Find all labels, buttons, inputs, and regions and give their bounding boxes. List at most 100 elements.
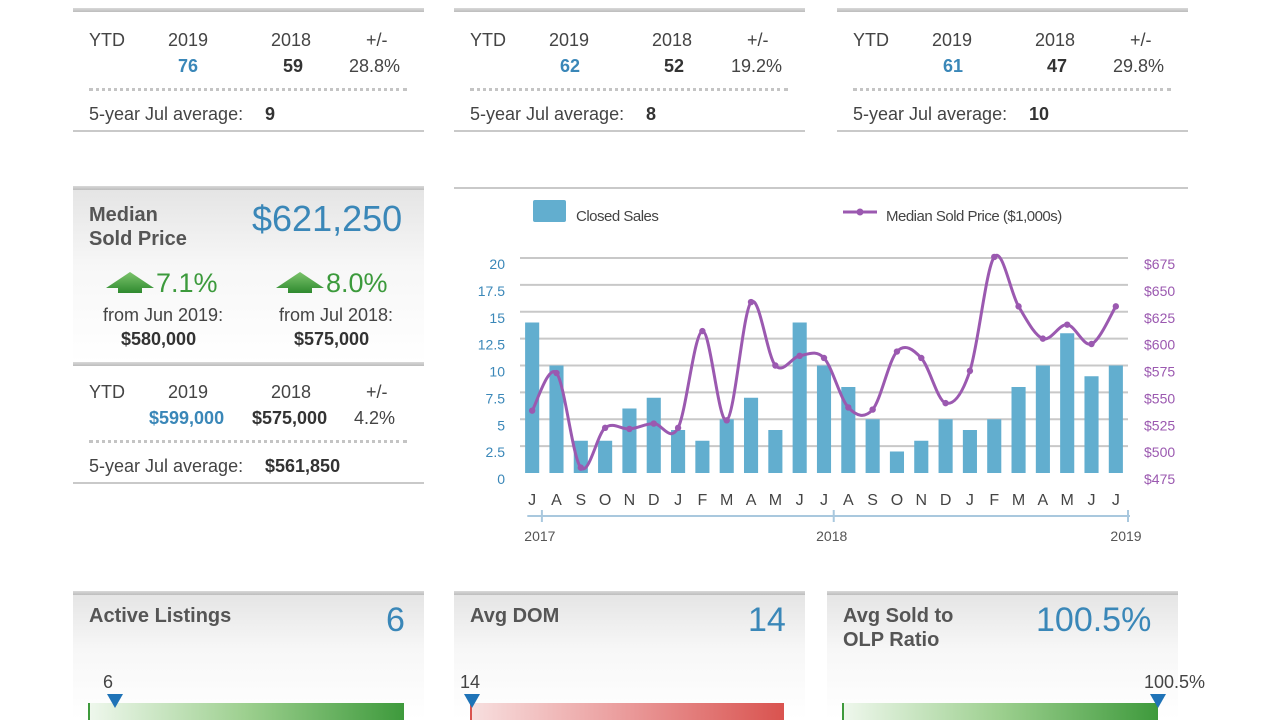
closed-sales-bar: [1035, 365, 1050, 473]
median-price-point: [845, 404, 852, 411]
median-title-line1: Median: [89, 204, 158, 226]
month-label: S: [867, 492, 878, 509]
median-price-point: [893, 348, 901, 355]
card-value: 14: [748, 601, 786, 639]
closed-sales-bar: [962, 430, 977, 473]
median-price-point: [1039, 335, 1047, 342]
card-bg: [454, 592, 805, 720]
avg-value: $561,850: [265, 456, 341, 476]
month-label: D: [940, 492, 952, 509]
ytd-change: 4.2%: [354, 408, 396, 428]
card-value: 6: [386, 601, 405, 639]
gauge-bar: [842, 694, 1166, 720]
left-tick-label: 5: [497, 417, 505, 433]
right-tick-label: $525: [1144, 417, 1175, 433]
year1-label: 2019: [549, 30, 590, 50]
ytd-label: YTD: [89, 382, 125, 402]
closed-sales-bar: [1084, 376, 1099, 473]
median-price-point: [528, 407, 536, 414]
median-price-point: [942, 399, 949, 407]
median-price-point: [1112, 303, 1120, 310]
ytd-value-2019: 76: [178, 56, 199, 76]
median-price-point: [966, 367, 974, 375]
closed-sales-bar: [646, 397, 661, 473]
closed-sales-bar: [865, 419, 880, 473]
month-label: J: [528, 492, 536, 509]
closed-sales-bar: [914, 440, 929, 473]
avg-label: 5-year Jul average:: [89, 104, 244, 124]
card-title-line1: Avg DOM: [470, 605, 560, 627]
year1-label: 2019: [932, 30, 973, 50]
month-label: A: [551, 492, 562, 509]
marker-label: 100.5%: [1144, 672, 1206, 692]
month-label: J: [1088, 492, 1096, 509]
card-title-line1: Active Listings: [89, 605, 232, 627]
avg-value: 8: [646, 104, 657, 124]
median-price-point: [626, 425, 633, 433]
legend-bar-swatch: [533, 200, 566, 222]
left-tick-label: 10: [489, 364, 505, 380]
month-label: N: [624, 492, 636, 509]
avg-value: 10: [1029, 104, 1050, 124]
closed-sales-bar: [768, 430, 783, 473]
median-title: Median Sold Price: [89, 203, 187, 251]
gauge-bar: [88, 694, 404, 720]
change1-value: $580,000: [121, 329, 197, 349]
card-bg: [827, 592, 1178, 720]
month-label: O: [891, 492, 903, 509]
avg-value: 9: [265, 104, 276, 124]
ytd-value-2018: 52: [664, 56, 685, 76]
median-price-value: $621,250: [252, 198, 403, 239]
month-label: F: [698, 492, 708, 509]
closed-sales-bar: [549, 365, 564, 473]
median-price-point: [699, 327, 706, 335]
median-price-point: [796, 352, 803, 360]
ytd-change: 19.2%: [731, 56, 783, 76]
ytd-value-2019: 61: [943, 56, 964, 76]
card-topbar: [827, 591, 1178, 595]
card-bottom-line: [73, 130, 424, 132]
year2-label: 2018: [652, 30, 693, 50]
card-topbar: [73, 186, 424, 190]
median-price-point: [601, 424, 609, 432]
month-label: A: [746, 492, 757, 509]
closed-sales-bar: [816, 365, 832, 473]
median-price-point: [1015, 303, 1022, 310]
legend-bar-label: Closed Sales: [576, 208, 658, 225]
year1-label: 2019: [168, 382, 209, 402]
closed-sales-bar: [1060, 333, 1075, 473]
dotted-divider: [470, 88, 788, 91]
month-label: A: [1038, 492, 1049, 509]
card-value: 100.5%: [1036, 601, 1152, 639]
ytd-label: YTD: [853, 30, 889, 50]
median-price-point: [674, 424, 682, 432]
avg-label: 5-year Jul average:: [853, 104, 1008, 124]
gauge-marker-icon: [1150, 694, 1166, 708]
year-label: 2019: [1110, 528, 1141, 544]
ytd-value-2019: 62: [560, 56, 581, 76]
right-tick-label: $650: [1144, 283, 1175, 299]
year-label: 2017: [524, 528, 555, 544]
marker-label: 6: [103, 672, 114, 692]
median-price-point: [1088, 340, 1095, 348]
month-label: M: [769, 492, 782, 509]
ytd-label: YTD: [470, 30, 506, 50]
gauge-bar: [464, 694, 784, 720]
median-price-point: [991, 253, 998, 261]
closed-sales-bar: [792, 322, 807, 473]
right-tick-label: $625: [1144, 310, 1175, 326]
month-label: J: [674, 492, 682, 509]
closed-sales-bar: [841, 387, 856, 473]
month-label: N: [915, 492, 927, 509]
closed-sales-bar: [598, 440, 613, 473]
month-label: A: [843, 492, 854, 509]
right-tick-label: $500: [1144, 444, 1175, 460]
closed-sales-bar: [1108, 365, 1123, 473]
median-price-point: [747, 298, 755, 306]
change-label: +/-: [366, 30, 388, 50]
month-label: O: [599, 492, 611, 509]
ytd-value-2018: $575,000: [252, 408, 328, 428]
month-label: M: [720, 492, 733, 509]
median-price-point: [772, 362, 779, 369]
